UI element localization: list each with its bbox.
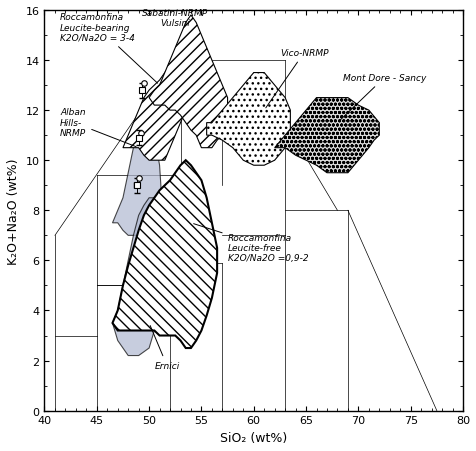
Polygon shape (112, 161, 217, 348)
Polygon shape (149, 16, 227, 148)
Y-axis label: K₂O+Na₂O (wt%): K₂O+Na₂O (wt%) (7, 158, 20, 264)
Polygon shape (112, 198, 175, 356)
Text: Sabatini-NRMP: Sabatini-NRMP (142, 9, 208, 18)
X-axis label: SiO₂ (wt%): SiO₂ (wt%) (219, 431, 287, 444)
Text: Vulsini: Vulsini (160, 19, 190, 28)
Text: Vico-NRMP: Vico-NRMP (265, 49, 327, 109)
Polygon shape (123, 61, 190, 161)
Text: Roccamonfina
Leucite-free
K2O/Na2O =0,9-2: Roccamonfina Leucite-free K2O/Na2O =0,9-… (193, 224, 307, 263)
Polygon shape (112, 98, 161, 241)
Text: Roccamonfina
Leucite-bearing
K2O/Na2O = 3-4: Roccamonfina Leucite-bearing K2O/Na2O = … (60, 13, 157, 84)
Polygon shape (206, 74, 290, 166)
Text: Alban
Hills-
NRMP: Alban Hills- NRMP (60, 108, 136, 147)
Polygon shape (274, 98, 378, 173)
Text: Mont Dore - Sancy: Mont Dore - Sancy (339, 74, 425, 121)
Text: Ernici: Ernici (150, 326, 179, 370)
